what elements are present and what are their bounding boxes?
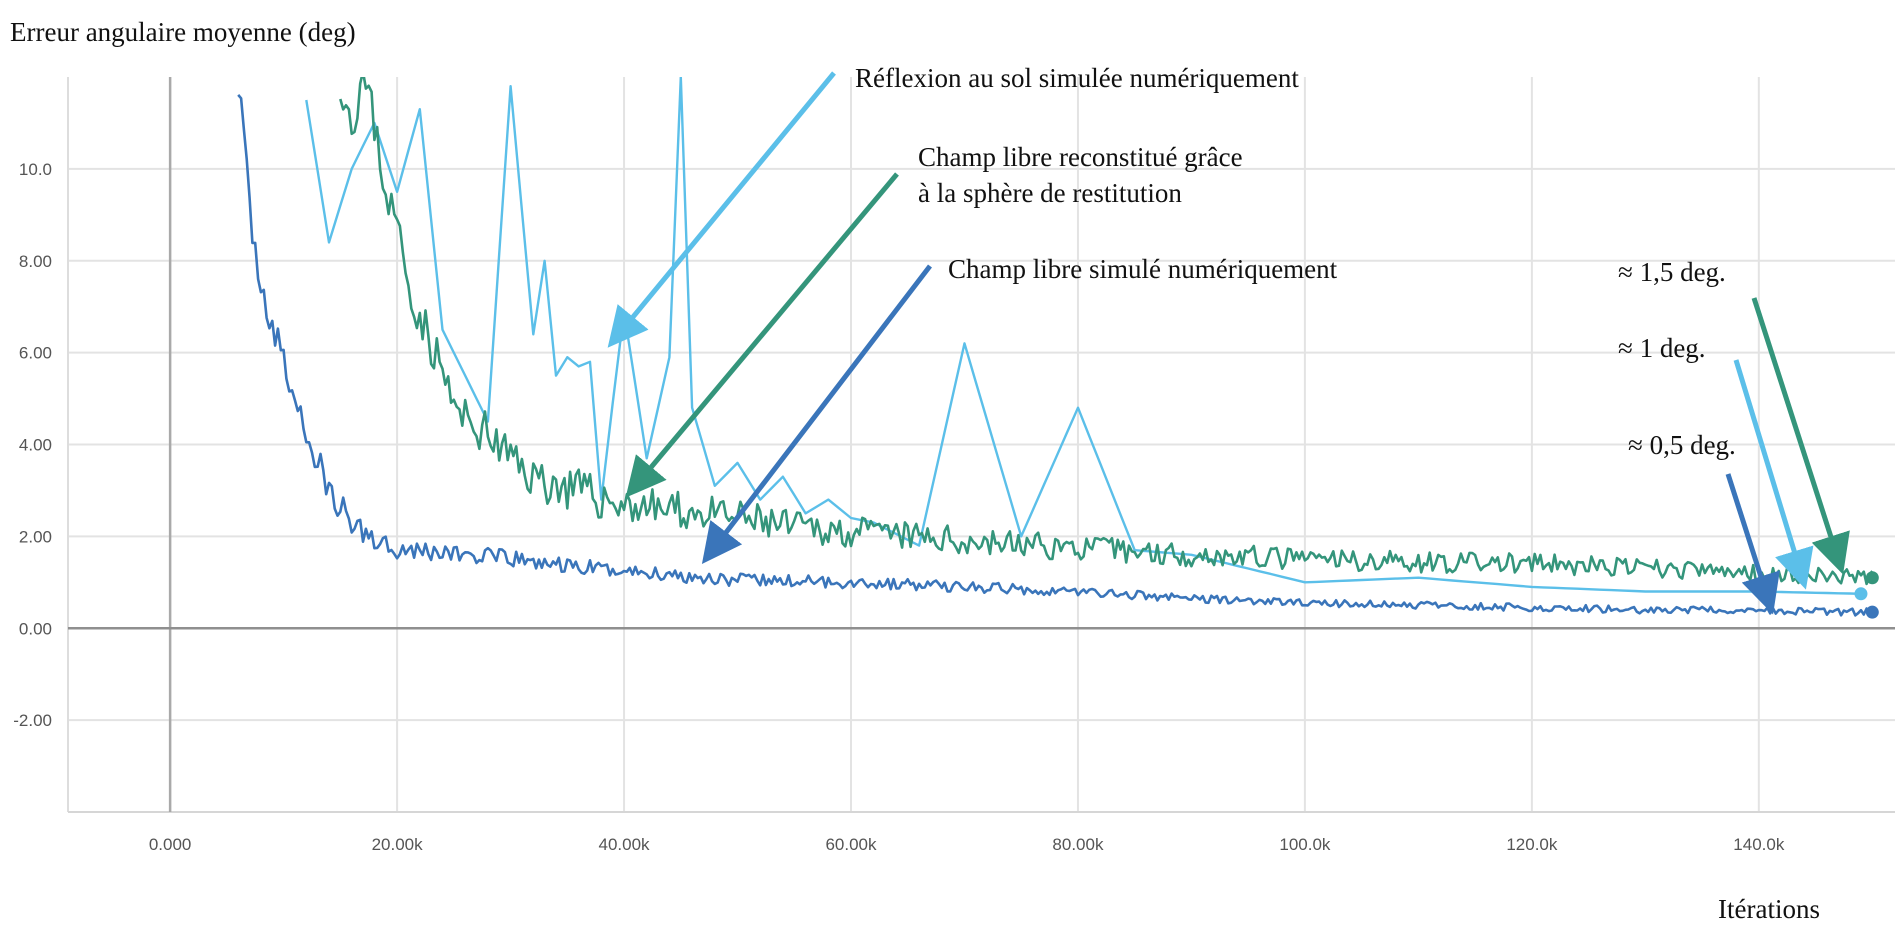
series-end-point-0 [1854, 587, 1868, 601]
series-group [237, 77, 1879, 619]
y-tick-label-6: 10.0 [19, 160, 52, 179]
series-line-1 [339, 77, 1874, 586]
annotation-arrow-approx-1 [1733, 359, 1814, 590]
series-end-point-1 [1865, 571, 1879, 585]
series-end-point-2 [1865, 605, 1879, 619]
series-line-2 [237, 94, 1874, 617]
y-axis-label: Erreur angulaire moyenne (deg) [10, 17, 356, 47]
annotation-arrow-champ-libre-reconstitue [625, 172, 899, 498]
annotation-arrow-champ-libre-simule [701, 264, 932, 564]
y-tick-label-1: 0.00 [19, 619, 52, 638]
y-tick-label-3: 4.00 [19, 436, 52, 455]
x-tick-label-6: 120.0k [1506, 835, 1558, 854]
x-tick-label-1: 20.00k [372, 835, 424, 854]
axes [67, 77, 1895, 813]
x-tick-label-7: 140.0k [1733, 835, 1785, 854]
x-tick-label-5: 100.0k [1279, 835, 1331, 854]
annotation-champ-libre-simule: Champ libre simulé numériquement [948, 254, 1338, 284]
series-line-0 [305, 77, 1862, 595]
annotation-approx-1: ≈ 1 deg. [1618, 333, 1706, 363]
annotation-approx-1-5: ≈ 1,5 deg. [1618, 257, 1726, 287]
annotation-champ-libre-reconstitue: Champ libre reconstitué grâce [918, 142, 1243, 172]
x-axis-label: Itérations [1718, 894, 1820, 924]
annotation-arrow-approx-1-5 [1751, 297, 1850, 575]
x-tick-label-4: 80.00k [1052, 835, 1104, 854]
annotation-approx-0-5: ≈ 0,5 deg. [1628, 430, 1736, 460]
annotation-arrow-reflexion-sol [607, 71, 836, 348]
x-tick-label-3: 60.00k [825, 835, 877, 854]
y-tick-label-4: 6.00 [19, 344, 52, 363]
tick-labels: -2.00 0.00 2.00 4.00 6.00 8.00 10.0 0.000 20.00k… [13, 160, 1785, 854]
y-tick-label-0: -2.00 [13, 711, 52, 730]
annotation-champ-libre-reconstitue-line2: à la sphère de restitution [918, 178, 1182, 208]
y-tick-label-2: 2.00 [19, 527, 52, 546]
annotation-reflexion-sol: Réflexion au sol simulée numériquement [855, 63, 1299, 93]
x-tick-label-2: 40.00k [599, 835, 651, 854]
annotation-arrow-approx-0-5 [1725, 473, 1780, 615]
y-tick-label-5: 8.00 [19, 252, 52, 271]
x-tick-label-0: 0.000 [149, 835, 192, 854]
